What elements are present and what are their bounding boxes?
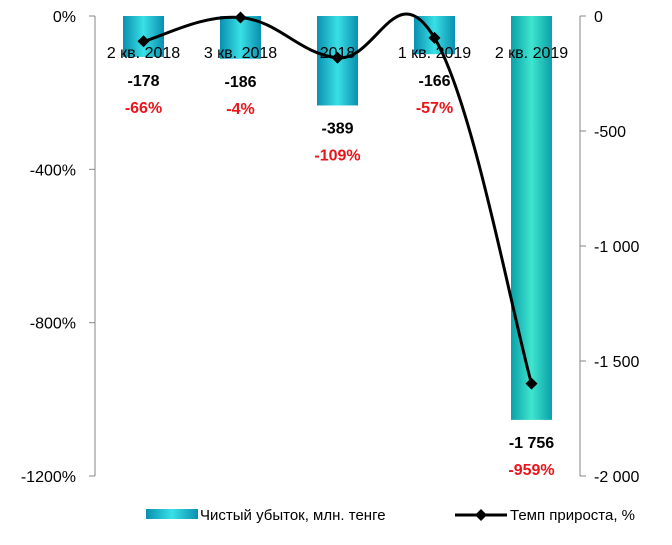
bar-value-label: -186: [224, 74, 256, 91]
left-tick-label: -400%: [30, 162, 76, 179]
right-tick-label: -1 000: [594, 239, 639, 256]
legend-line-label: Темп прироста, %: [510, 507, 635, 524]
bar-series: [123, 16, 552, 420]
percent-label: -959%: [508, 462, 554, 479]
percent-label: -109%: [314, 147, 360, 164]
right-tick-label: -1 500: [594, 354, 639, 371]
category-label: 2 кв. 2018: [107, 45, 180, 62]
category-label: 2 кв. 2019: [495, 45, 568, 62]
legend-bar-swatch: [146, 509, 198, 519]
left-axis: 0% -400% -800% -1200%: [21, 9, 96, 486]
percent-label: -57%: [416, 100, 453, 117]
left-tick-label: -800%: [30, 316, 76, 333]
line-point-marker: [137, 35, 150, 48]
line-point-marker: [234, 11, 247, 24]
legend: Чистый убыток, млн. тенге Темп прироста, …: [146, 507, 635, 524]
left-tick-label: 0%: [53, 9, 76, 26]
category-label: 1 кв. 2019: [398, 45, 471, 62]
right-tick-label: -2 000: [594, 469, 639, 486]
category-label: 3 кв. 2018: [204, 45, 277, 62]
right-tick-label: -500: [594, 124, 626, 141]
line-point-marker: [331, 51, 344, 64]
legend-bar-label: Чистый убыток, млн. тенге: [200, 507, 386, 524]
line-series: [137, 11, 538, 390]
bar-value-label: -166: [418, 73, 450, 90]
left-tick-label: -1200%: [21, 469, 76, 486]
bar-value-label: -389: [321, 120, 353, 137]
bar: [511, 16, 552, 420]
right-tick-label: 0: [594, 9, 603, 26]
growth-rate-line: [143, 12, 533, 385]
line-point-marker: [428, 31, 441, 44]
line-point-marker: [525, 377, 538, 390]
bar-value-label: -1 756: [509, 435, 554, 452]
right-axis: 0 -500 -1 000 -1 500 -2 000: [579, 9, 639, 486]
percent-label: -4%: [226, 101, 254, 118]
percent-label: -66%: [125, 100, 162, 117]
bar-value-label: -178: [127, 73, 159, 90]
legend-line-marker: [475, 509, 487, 521]
data-labels: -178 -66% -186 -4% -389 -109% -166 -57% -1 756 -9…: [125, 73, 555, 479]
